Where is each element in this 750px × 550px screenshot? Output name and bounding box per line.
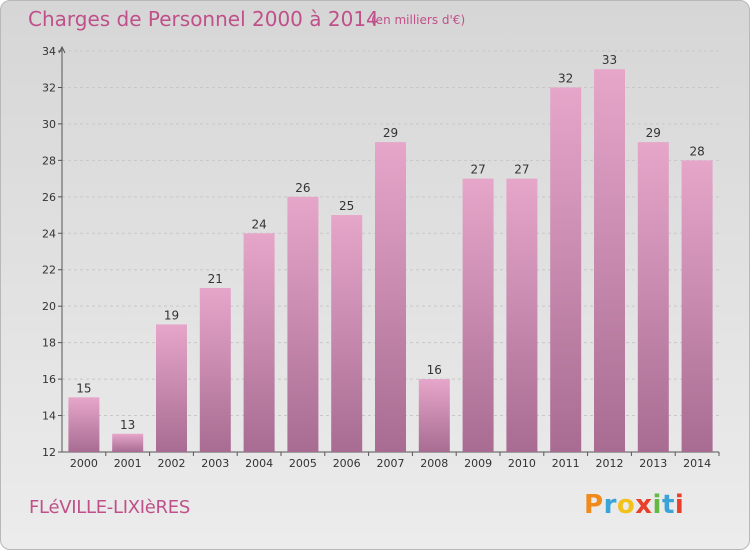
- bar-2012: [594, 69, 625, 453]
- logo-letter: P: [584, 490, 604, 520]
- bar-2000: [68, 397, 100, 452]
- bars: [68, 69, 713, 453]
- x-tick-label-2012: 2012: [596, 457, 624, 470]
- y-tick-label: 18: [42, 337, 56, 350]
- y-tick-label: 34: [42, 45, 56, 58]
- commune-name: FLéVILLE-LIXIèRES: [29, 497, 190, 518]
- bar-2001: [112, 433, 144, 452]
- y-tick-label: 12: [42, 446, 56, 459]
- data-label-2007: 29: [383, 126, 398, 140]
- y-tick-label: 26: [42, 191, 56, 204]
- data-label-2011: 32: [558, 71, 573, 85]
- y-tick-label: 22: [42, 264, 56, 277]
- bar-2005: [287, 196, 319, 452]
- x-tick-label-2002: 2002: [158, 457, 186, 470]
- y-tick-label: 24: [42, 227, 56, 240]
- x-tick-label-2014: 2014: [683, 457, 711, 470]
- x-tick-label-2005: 2005: [289, 457, 317, 470]
- x-tick-label-2013: 2013: [639, 457, 667, 470]
- y-tick-label: 28: [42, 154, 56, 167]
- logo-letter: t: [661, 490, 675, 520]
- proxiti-logo: Proxiti: [584, 490, 684, 520]
- data-label-2012: 33: [602, 53, 617, 67]
- bar-2003: [199, 287, 231, 452]
- y-tick-label: 32: [42, 81, 56, 94]
- logo-letter: r: [603, 490, 617, 520]
- logo-letter: x: [635, 490, 653, 520]
- x-tick-label-2011: 2011: [552, 457, 580, 470]
- x-tick-label-2009: 2009: [464, 457, 492, 470]
- x-tick-label-2008: 2008: [420, 457, 448, 470]
- x-tick-label-2006: 2006: [333, 457, 361, 470]
- bar-2002: [156, 324, 187, 452]
- logo-letter: i: [652, 490, 662, 520]
- bar-2008: [418, 379, 450, 452]
- data-label-2013: 29: [646, 126, 661, 140]
- data-label-2000: 15: [76, 381, 91, 395]
- bar-2009: [462, 178, 494, 452]
- data-label-2014: 28: [689, 144, 704, 158]
- logo-letter: o: [616, 490, 636, 520]
- bar-2014: [681, 160, 713, 452]
- bar-2013: [637, 142, 669, 453]
- data-label-2005: 26: [295, 181, 310, 195]
- x-tick-label-2007: 2007: [377, 457, 405, 470]
- data-label-2009: 27: [470, 163, 485, 177]
- y-tick-label: 16: [42, 373, 56, 386]
- y-tick-label: 14: [42, 410, 56, 423]
- bar-2006: [331, 215, 363, 452]
- data-label-2010: 27: [514, 163, 529, 177]
- x-tick-label-2000: 2000: [70, 457, 98, 470]
- y-axis-arrow: [58, 45, 66, 54]
- data-label-2001: 13: [120, 418, 135, 432]
- chart-title: Charges de Personnel 2000 à 2014: [28, 7, 379, 31]
- data-label-2008: 16: [427, 363, 442, 377]
- logo-letter: i: [674, 490, 685, 520]
- data-label-2002: 19: [164, 308, 179, 322]
- x-tick-label-2004: 2004: [245, 457, 273, 470]
- y-tick-label: 20: [42, 300, 56, 313]
- bar-2004: [243, 233, 275, 452]
- x-tick-label-2001: 2001: [114, 457, 142, 470]
- data-label-2004: 24: [251, 217, 266, 231]
- data-labels: 15 13 19 21 24 26 25 29 16 27 27 32 33 29 28: [76, 53, 704, 432]
- y-tick-label: 30: [42, 118, 56, 131]
- x-tick-label-2010: 2010: [508, 457, 536, 470]
- data-label-2003: 21: [208, 272, 223, 286]
- bar-2007: [375, 142, 406, 453]
- data-label-2006: 25: [339, 199, 354, 213]
- bar-2010: [506, 178, 538, 452]
- chart-subtitle: (en milliers d'€): [371, 13, 466, 27]
- bar-2011: [550, 87, 582, 453]
- x-tick-label-2003: 2003: [201, 457, 229, 470]
